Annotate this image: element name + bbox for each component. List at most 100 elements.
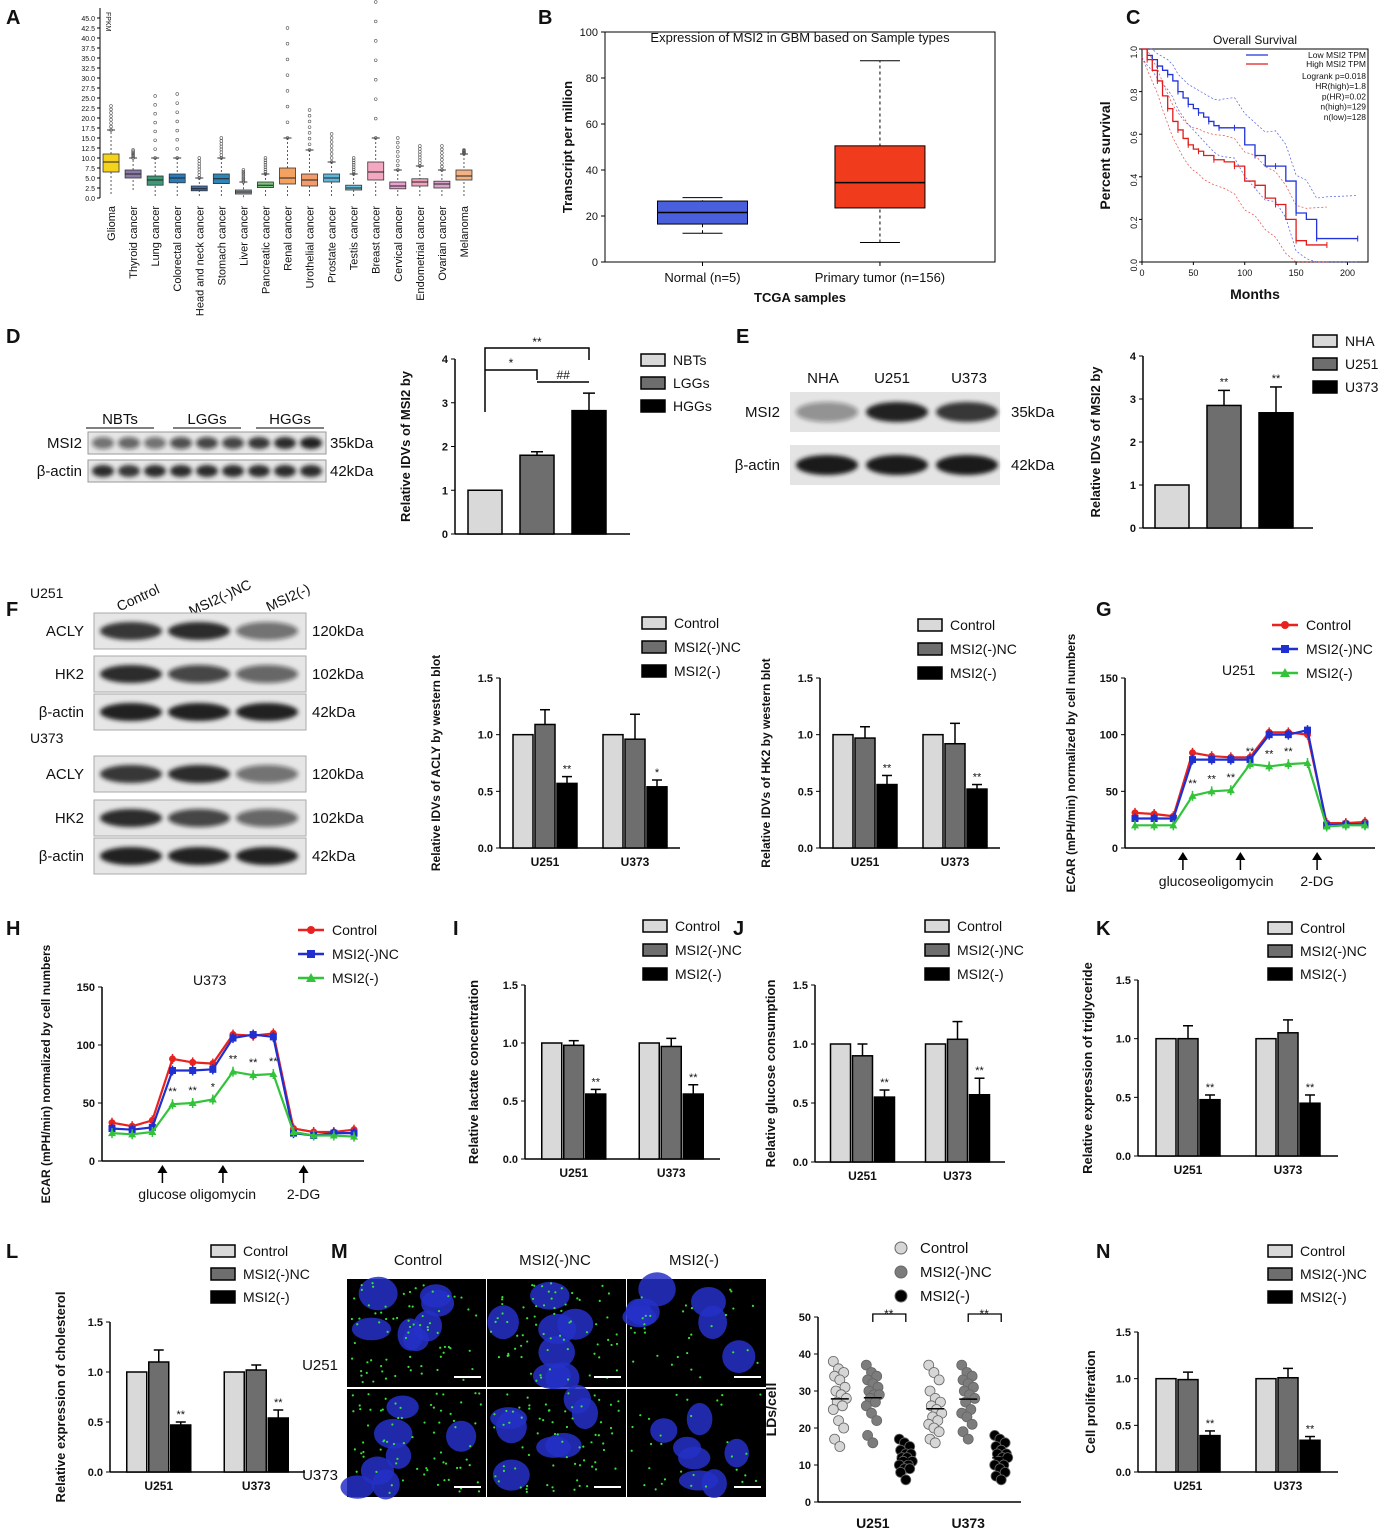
outlier (396, 159, 400, 163)
data-point (169, 1067, 176, 1075)
lipid-droplet (360, 1374, 363, 1377)
outlier (197, 167, 201, 172)
lipid-droplet (513, 1347, 517, 1350)
legend-label: MSI2(-)NC (1306, 641, 1373, 657)
data-point (827, 1356, 839, 1367)
lipid-droplet (639, 1414, 642, 1417)
nucleus (724, 1438, 749, 1468)
data-point (928, 1367, 940, 1378)
legend-label: MSI2(-) (950, 665, 997, 681)
y-tick-label: 150 (1100, 673, 1118, 685)
y-tick-label: 10 (799, 1460, 811, 1472)
bar (126, 1371, 148, 1473)
outlier (197, 170, 201, 174)
legend-swatch (1267, 1290, 1293, 1304)
lipid-droplet (617, 1400, 620, 1403)
lipid-droplet (535, 1379, 538, 1382)
x-tick-label: U373 (621, 855, 650, 869)
outlier (131, 151, 135, 156)
lipid-droplet (474, 1422, 477, 1425)
lipid-droplet (690, 1368, 693, 1371)
nucleus (678, 1446, 711, 1470)
micro-column-label: MSI2(-) (669, 1252, 719, 1269)
bar (1199, 1434, 1221, 1473)
blot-kda-label: 120kDa (312, 766, 364, 783)
x-tick-label: Urothelial cancer (305, 206, 317, 289)
chart-f2: 0.0 0.5 1.0 1.5 Relative IDVs of HK2 by west… (759, 617, 1017, 869)
y-tick-label: 5.0 (85, 176, 95, 183)
lipid-droplet (385, 1358, 388, 1361)
lipid-droplet (412, 1323, 415, 1326)
bar (832, 733, 854, 849)
bar (170, 1424, 192, 1473)
bar (534, 723, 556, 849)
significance-mark: ** (1227, 772, 1236, 784)
y-tick-label: 0.8 (1129, 89, 1139, 102)
x-tick-label: U251 (144, 1479, 173, 1493)
lipid-droplet (732, 1351, 735, 1354)
x-tick-label: U373 (941, 855, 970, 869)
outlier (285, 89, 290, 93)
panel-letter: M (331, 1241, 348, 1263)
lipid-droplet (384, 1305, 387, 1308)
lipid-droplet (351, 1394, 354, 1397)
x-tick-label: U373 (951, 1515, 985, 1531)
outlier (307, 108, 312, 112)
legend-label: MSI2(-)NC (1300, 1266, 1367, 1282)
outlier (153, 103, 157, 107)
blot-band (168, 765, 230, 783)
lipid-droplet (404, 1336, 408, 1340)
lipid-droplet (601, 1284, 604, 1287)
legend-swatch (1267, 1267, 1293, 1281)
legend-label: U251 (1345, 356, 1379, 372)
plot-frame (604, 31, 996, 263)
outlier (418, 150, 422, 154)
lipid-droplet (565, 1425, 569, 1429)
blot-band (144, 465, 166, 477)
lipid-droplet (469, 1445, 472, 1448)
outlier (241, 176, 246, 181)
blot-kda-label: 42kDa (1011, 457, 1055, 474)
lipid-droplet (585, 1331, 589, 1334)
lipid-droplet (518, 1406, 521, 1409)
lipid-droplet (690, 1414, 693, 1418)
data-point (871, 1415, 883, 1426)
lipid-droplet (505, 1409, 508, 1413)
legend-swatch (210, 1290, 236, 1304)
arrow-head (1235, 852, 1246, 860)
lipid-droplet (539, 1376, 543, 1379)
bar (267, 1417, 289, 1473)
y-axis-label: Relative IDVs of HK2 by western blot (759, 658, 773, 867)
outlier (131, 150, 135, 154)
data-point (350, 1132, 358, 1140)
lipid-droplet (565, 1456, 568, 1459)
bracket (484, 347, 590, 412)
data-point (904, 1463, 916, 1475)
bar (1154, 484, 1190, 529)
lipid-droplet (567, 1392, 570, 1395)
bar (512, 733, 534, 849)
outlier (418, 155, 422, 160)
lipid-droplet (444, 1462, 448, 1465)
outlier (418, 147, 422, 151)
outlier (462, 148, 466, 152)
lipid-droplet (529, 1372, 533, 1375)
outlier (263, 167, 268, 172)
lipid-droplet (540, 1285, 544, 1288)
lipid-droplet (501, 1296, 504, 1299)
blot-row-label: HK2 (55, 666, 84, 683)
outlier (241, 178, 246, 182)
blot-band (274, 465, 296, 477)
y-tick-label: 4 (1130, 351, 1137, 363)
y-tick-label: 15.0 (81, 136, 95, 143)
outlier (374, 0, 378, 4)
x-tick-label: U251 (848, 1169, 877, 1183)
legend-marker (1280, 668, 1290, 677)
box (455, 169, 473, 181)
lipid-droplet (676, 1355, 679, 1359)
bar (1255, 1377, 1277, 1473)
blot-band (300, 437, 322, 449)
lipid-droplet (602, 1442, 605, 1445)
significance-mark: ** (1206, 1082, 1215, 1094)
y-tick-label: 1 (1130, 480, 1136, 492)
